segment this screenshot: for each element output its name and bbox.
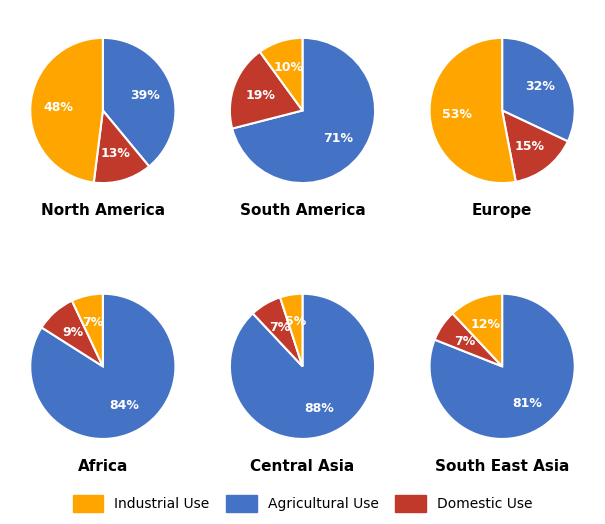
Wedge shape <box>42 301 103 366</box>
Text: 88%: 88% <box>304 402 334 414</box>
Text: 7%: 7% <box>82 316 103 329</box>
Title: South America: South America <box>240 203 365 217</box>
Text: 15%: 15% <box>515 139 544 152</box>
Wedge shape <box>434 313 502 366</box>
Text: 10%: 10% <box>273 61 304 74</box>
Wedge shape <box>453 294 502 366</box>
Wedge shape <box>430 38 515 183</box>
Wedge shape <box>502 111 568 182</box>
Wedge shape <box>103 38 175 167</box>
Legend: Industrial Use, Agricultural Use, Domestic Use: Industrial Use, Agricultural Use, Domest… <box>67 490 538 517</box>
Title: North America: North America <box>41 203 165 217</box>
Wedge shape <box>253 297 302 366</box>
Wedge shape <box>94 111 149 183</box>
Wedge shape <box>430 294 575 439</box>
Text: 48%: 48% <box>43 101 73 114</box>
Text: 9%: 9% <box>62 326 83 339</box>
Text: 81%: 81% <box>512 397 543 410</box>
Wedge shape <box>30 294 175 439</box>
Text: 7%: 7% <box>454 334 476 347</box>
Wedge shape <box>260 38 302 111</box>
Wedge shape <box>502 38 575 141</box>
Text: 39%: 39% <box>130 89 160 102</box>
Text: 53%: 53% <box>442 108 473 121</box>
Wedge shape <box>232 38 375 183</box>
Wedge shape <box>30 38 103 182</box>
Title: Africa: Africa <box>77 458 128 474</box>
Title: Europe: Europe <box>472 203 532 217</box>
Text: 71%: 71% <box>323 132 353 145</box>
Text: 5%: 5% <box>285 315 306 329</box>
Title: South East Asia: South East Asia <box>435 458 569 474</box>
Wedge shape <box>72 294 103 366</box>
Text: 32%: 32% <box>525 80 555 93</box>
Text: 84%: 84% <box>110 399 140 412</box>
Text: 12%: 12% <box>471 318 500 331</box>
Wedge shape <box>230 52 302 128</box>
Wedge shape <box>280 294 302 366</box>
Text: 7%: 7% <box>269 321 290 334</box>
Wedge shape <box>230 294 375 439</box>
Title: Central Asia: Central Asia <box>250 458 355 474</box>
Text: 19%: 19% <box>245 89 275 102</box>
Text: 13%: 13% <box>100 147 130 160</box>
